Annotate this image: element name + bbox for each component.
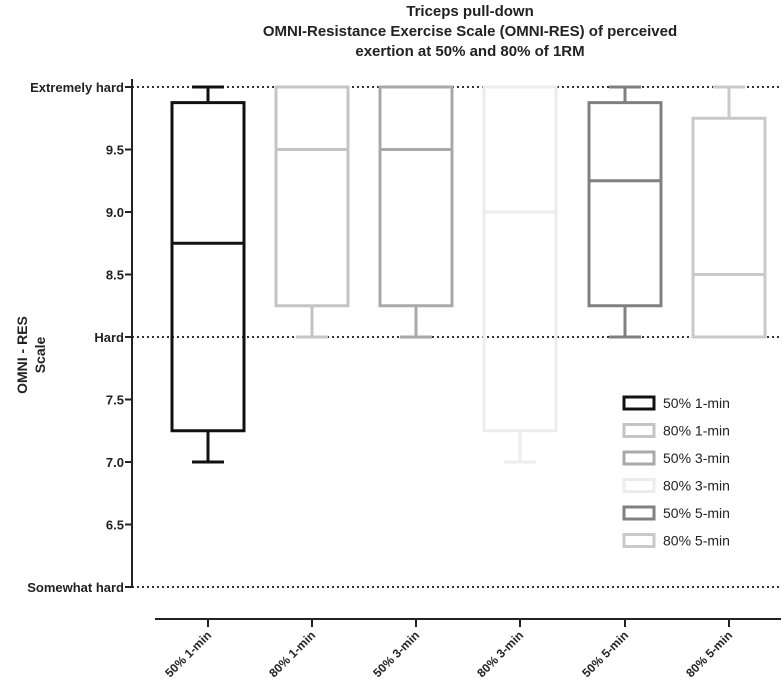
legend-label: 50% 1-min — [663, 395, 730, 411]
y-tick-label: 9.0 — [106, 205, 124, 220]
y-tick-label: 9.5 — [106, 143, 124, 158]
x-ticks: 50% 1-min 80% 1-min 50% 3-min 80% 3-min 50% … — [162, 619, 735, 680]
box-50-1-min — [170, 85, 246, 464]
axes — [131, 79, 781, 620]
legend-label: 80% 3-min — [663, 478, 730, 494]
legend-label: 80% 1-min — [663, 423, 730, 439]
boxes — [170, 85, 767, 464]
x-tick-label: 50% 3-min — [370, 628, 422, 680]
title-line-3: exertion at 50% and 80% of 1RM — [355, 43, 584, 60]
iqr-box — [170, 101, 246, 433]
legend-swatch — [622, 533, 656, 548]
box-80-5-min — [691, 85, 767, 339]
y-tick-label: 8.5 — [106, 268, 124, 283]
legend-swatch — [622, 478, 656, 493]
iqr-box — [587, 101, 663, 308]
legend-label: 50% 5-min — [663, 505, 730, 521]
legend-swatch — [622, 505, 656, 521]
y-tick-label: 7.5 — [106, 393, 124, 408]
legend-label: 50% 3-min — [663, 450, 730, 466]
y-ticks: Extremely hard 9.5 9.0 8.5 Hard 7.5 7.0 6.5 Some… — [27, 80, 132, 595]
x-tick-label: 80% 1-min — [266, 628, 318, 680]
box-80-3-min — [482, 85, 558, 464]
x-tick-label: 80% 5-min — [683, 628, 735, 680]
iqr-box — [274, 85, 350, 308]
title-line-1: Triceps pull-down — [406, 3, 534, 20]
y-axis-label-line-1: OMNI - RES — [14, 316, 30, 394]
legend-swatch — [622, 395, 656, 411]
legend-swatch — [622, 423, 656, 438]
x-tick-label: 50% 5-min — [579, 628, 631, 680]
legend-swatch — [622, 450, 656, 466]
reference-lines — [132, 86, 780, 588]
chart-title: Triceps pull-down OMNI-Resistance Exerci… — [263, 3, 677, 60]
iqr-box — [378, 85, 454, 308]
y-tick-label: Somewhat hard — [27, 580, 124, 595]
y-tick-label: 6.5 — [106, 518, 124, 533]
box-80-1-min — [274, 85, 350, 339]
x-tick-label: 50% 1-min — [162, 628, 214, 680]
title-line-2: OMNI-Resistance Exercise Scale (OMNI-RES… — [263, 23, 677, 40]
box-50-3-min — [378, 85, 454, 339]
y-tick-label: Extremely hard — [30, 80, 124, 95]
x-tick-label: 80% 3-min — [474, 628, 526, 680]
y-tick-label: 7.0 — [106, 455, 124, 470]
y-axis-label-line-2: Scale — [32, 336, 48, 373]
legend-label: 80% 5-min — [663, 533, 730, 549]
legend: 50% 1-min 80% 1-min 50% 3-min 80% 3-min 50% … — [622, 395, 730, 549]
y-axis-label: OMNI - RES Scale — [14, 316, 48, 394]
iqr-box — [691, 116, 767, 339]
y-tick-label: Hard — [94, 330, 124, 345]
iqr-box — [482, 85, 558, 433]
box-50-5-min — [587, 85, 663, 339]
